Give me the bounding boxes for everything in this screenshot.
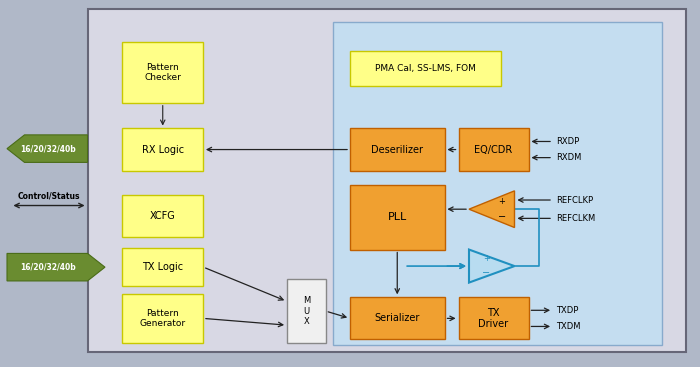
Text: +: +	[483, 254, 490, 263]
Text: 16/20/32/40b: 16/20/32/40b	[20, 263, 76, 272]
Text: Pattern
Checker: Pattern Checker	[144, 63, 181, 82]
Text: Control/Status: Control/Status	[18, 191, 80, 200]
Text: RXDP: RXDP	[556, 137, 580, 146]
FancyBboxPatch shape	[122, 128, 203, 171]
Text: −: −	[498, 212, 506, 222]
Text: TXDP: TXDP	[556, 306, 579, 315]
FancyBboxPatch shape	[287, 279, 326, 343]
Text: −: −	[482, 268, 491, 278]
FancyBboxPatch shape	[458, 297, 528, 339]
Polygon shape	[469, 191, 514, 228]
Text: Pattern
Generator: Pattern Generator	[140, 309, 186, 328]
FancyArrow shape	[7, 253, 105, 281]
FancyBboxPatch shape	[350, 128, 444, 171]
Text: TXDM: TXDM	[556, 322, 581, 331]
Text: PLL: PLL	[388, 212, 407, 222]
Text: RXDM: RXDM	[556, 153, 582, 162]
Polygon shape	[469, 250, 514, 283]
Text: REFCLKP: REFCLKP	[556, 196, 594, 204]
FancyBboxPatch shape	[350, 185, 444, 250]
Text: +: +	[498, 197, 505, 206]
Text: M
U
X: M U X	[302, 296, 310, 326]
Text: EQ/CDR: EQ/CDR	[475, 145, 512, 155]
FancyBboxPatch shape	[350, 297, 444, 339]
Text: Deserilizer: Deserilizer	[371, 145, 424, 155]
Text: 16/20/32/40b: 16/20/32/40b	[20, 144, 76, 153]
Text: REFCLKM: REFCLKM	[556, 214, 596, 223]
FancyBboxPatch shape	[122, 195, 203, 237]
FancyArrow shape	[7, 135, 88, 162]
FancyBboxPatch shape	[458, 128, 528, 171]
FancyBboxPatch shape	[88, 9, 686, 352]
FancyBboxPatch shape	[122, 294, 203, 343]
Text: TX
Driver: TX Driver	[478, 308, 509, 329]
Text: PMA Cal, SS-LMS, FOM: PMA Cal, SS-LMS, FOM	[374, 64, 476, 73]
Text: TX Logic: TX Logic	[142, 262, 183, 272]
Text: Serializer: Serializer	[374, 313, 420, 323]
FancyBboxPatch shape	[122, 248, 203, 286]
Text: RX Logic: RX Logic	[141, 145, 184, 155]
FancyBboxPatch shape	[350, 51, 500, 86]
Text: XCFG: XCFG	[150, 211, 176, 221]
FancyBboxPatch shape	[332, 22, 662, 345]
FancyBboxPatch shape	[122, 42, 203, 103]
